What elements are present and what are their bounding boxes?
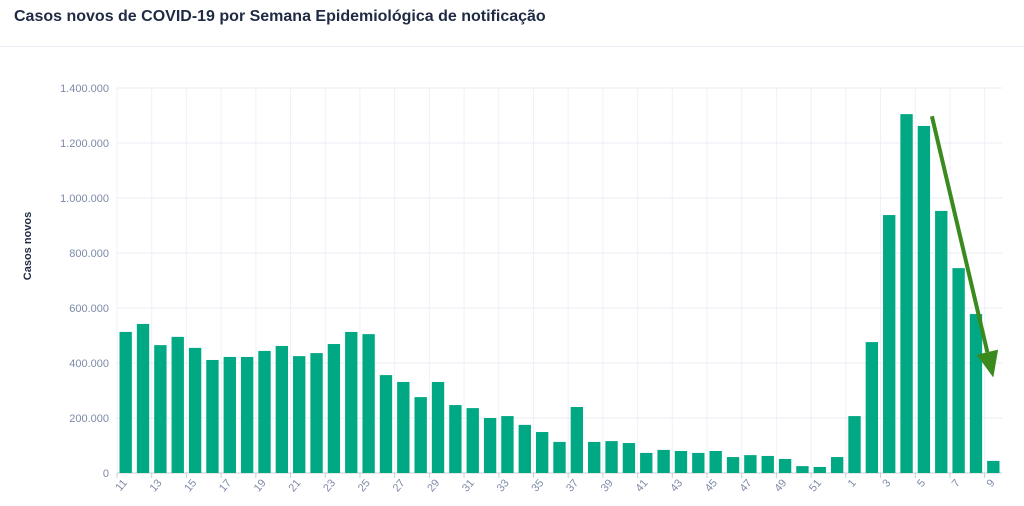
x-tick-label: 47 [738, 477, 755, 494]
bar [379, 375, 393, 473]
bar [154, 345, 167, 473]
bar [935, 210, 948, 474]
bar [310, 353, 323, 473]
y-tick-label: 400.000 [69, 358, 109, 370]
x-tick-label: 25 [356, 477, 373, 494]
chart-title: Casos novos de COVID-19 por Semana Epide… [14, 8, 546, 25]
bar [917, 125, 931, 473]
bar [848, 416, 861, 473]
bar [136, 323, 150, 473]
x-tick-label: 5 [915, 477, 928, 489]
x-tick-label: 13 [148, 477, 165, 494]
bar [605, 441, 618, 473]
bar [431, 381, 445, 473]
bar [449, 405, 462, 473]
y-tick-label: 1.200.000 [60, 138, 109, 150]
bar [674, 451, 688, 473]
bar [778, 458, 792, 473]
x-tick-label: 7 [950, 477, 963, 489]
bar [240, 356, 254, 473]
bar [709, 451, 722, 473]
bar [206, 359, 219, 473]
bar [327, 344, 341, 473]
bar [744, 455, 757, 473]
bar [535, 432, 549, 473]
x-tick-label: 37 [564, 477, 581, 494]
y-tick-label: 1.400.000 [60, 83, 109, 95]
bar [188, 347, 202, 473]
bar [345, 331, 358, 473]
bar [119, 331, 132, 473]
bar [501, 416, 514, 473]
x-tick-label: 27 [391, 477, 408, 494]
x-tick-label: 19 [252, 477, 269, 494]
bar [952, 268, 965, 473]
x-tick-label: 21 [286, 477, 303, 494]
bar [883, 215, 896, 474]
bar [223, 356, 236, 473]
x-tick-label: 43 [668, 477, 685, 494]
y-tick-label: 200.000 [69, 413, 109, 425]
y-tick-label: 600.000 [69, 303, 109, 315]
bar [622, 443, 636, 473]
bar [553, 441, 566, 473]
bar [518, 424, 531, 473]
x-tick-label: 39 [599, 477, 616, 494]
bar [813, 466, 826, 473]
bar [275, 345, 289, 473]
bar [362, 334, 375, 473]
x-tick-label: 35 [529, 477, 546, 494]
x-tick-label: 23 [321, 477, 338, 494]
bar [987, 460, 1000, 473]
bar [640, 452, 653, 473]
bar [293, 356, 306, 473]
y-tick-label: 800.000 [69, 248, 109, 260]
x-tick-label: 11 [113, 477, 130, 493]
x-tick-label: 49 [772, 477, 789, 494]
x-tick-label: 31 [460, 477, 477, 494]
bar [796, 466, 809, 473]
y-tick-label: 1.000.000 [60, 193, 109, 205]
y-tick-label: 0 [103, 468, 109, 480]
y-axis-label: Casos novos [22, 212, 34, 280]
bar [830, 457, 844, 473]
x-tick-label: 15 [182, 477, 199, 494]
bar [761, 455, 774, 473]
x-tick-label: 9 [984, 477, 997, 489]
bar [397, 381, 410, 473]
bar [258, 350, 271, 473]
annotation-arrow-head [976, 349, 999, 378]
x-tick-label: 51 [807, 477, 824, 494]
title-divider [0, 46, 1024, 47]
x-tick-label: 45 [703, 477, 720, 494]
x-tick-label: 1 [846, 477, 859, 489]
bar [969, 314, 983, 473]
bar [466, 408, 479, 473]
bar [692, 452, 705, 473]
x-tick-label: 41 [633, 477, 650, 494]
bar [865, 342, 879, 473]
bar [171, 336, 184, 473]
x-tick-label: 33 [495, 477, 512, 494]
bar [900, 114, 913, 473]
bar [657, 449, 670, 473]
bar [726, 457, 740, 473]
bar [588, 441, 601, 473]
bar [483, 418, 497, 473]
x-tick-label: 3 [880, 477, 893, 489]
x-tick-label: 29 [425, 477, 442, 494]
bar [570, 407, 584, 473]
bar [414, 397, 427, 473]
x-tick-label: 17 [217, 477, 234, 494]
annotation-arrow-shaft [929, 115, 990, 353]
